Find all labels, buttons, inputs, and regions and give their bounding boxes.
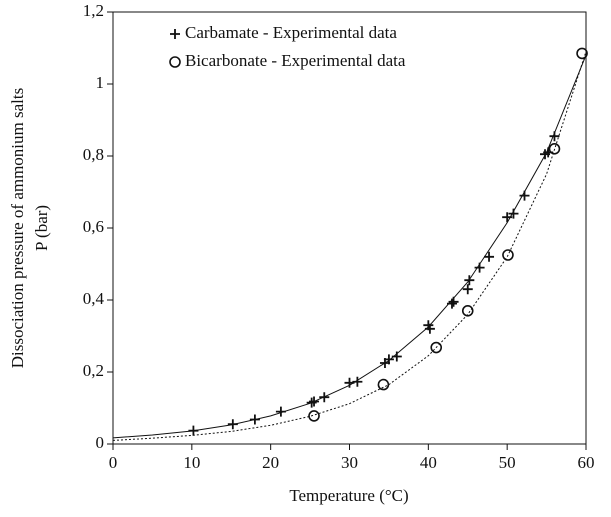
plus-marker	[309, 396, 320, 407]
x-tick-label: 30	[341, 453, 358, 472]
circle-marker	[377, 378, 390, 391]
plus-marker	[484, 251, 495, 262]
plus-marker	[446, 298, 457, 309]
x-tick-label: 40	[420, 453, 437, 472]
y-axis-label: P (bar)	[32, 205, 51, 251]
plus-marker	[424, 323, 435, 334]
y-tick-label: 0	[96, 433, 105, 452]
legend-label: Carbamate - Experimental data	[185, 23, 397, 42]
circle-marker	[308, 410, 320, 422]
x-tick-label: 50	[499, 453, 516, 472]
x-axis-label: Temperature (°C)	[289, 486, 408, 505]
y-tick-label: 1	[96, 73, 105, 92]
plus-marker	[188, 425, 199, 436]
legend-label: Bicarbonate - Experimental data	[185, 51, 406, 70]
x-tick-label: 0	[109, 453, 118, 472]
y-tick-label: 0,8	[83, 145, 104, 164]
y-axis-label: Dissociation pressure of ammonium salts	[8, 88, 27, 368]
plus-marker	[464, 275, 475, 286]
plus-marker	[474, 262, 485, 273]
circle-marker	[576, 47, 588, 60]
fit-curve	[112, 51, 587, 441]
y-tick-label: 0,6	[83, 217, 104, 236]
plus-marker	[519, 190, 530, 201]
plus-marker	[549, 131, 560, 142]
plus-marker	[352, 376, 363, 387]
plus-marker	[391, 351, 402, 362]
x-tick-label: 60	[578, 453, 595, 472]
circle-marker	[461, 304, 474, 317]
y-tick-label: 0,2	[83, 361, 104, 380]
y-tick-label: 0,4	[83, 289, 105, 308]
plus-marker	[275, 406, 286, 417]
circle-marker	[548, 143, 561, 155]
plus-marker	[227, 419, 238, 430]
plus-marker	[306, 397, 317, 408]
plus-marker	[462, 284, 473, 295]
y-tick-label: 1,2	[83, 1, 104, 20]
plus-marker	[344, 377, 355, 388]
legend-marker	[170, 29, 180, 39]
x-tick-label: 10	[183, 453, 200, 472]
plus-marker	[319, 392, 330, 403]
circle-marker	[502, 249, 514, 261]
plus-marker	[502, 212, 513, 223]
plus-marker	[508, 208, 519, 219]
x-tick-label: 20	[262, 453, 279, 472]
plus-marker	[383, 354, 394, 365]
plus-marker	[448, 296, 459, 307]
circle-marker	[430, 341, 443, 354]
legend-marker	[169, 56, 181, 68]
plus-marker	[249, 414, 260, 425]
